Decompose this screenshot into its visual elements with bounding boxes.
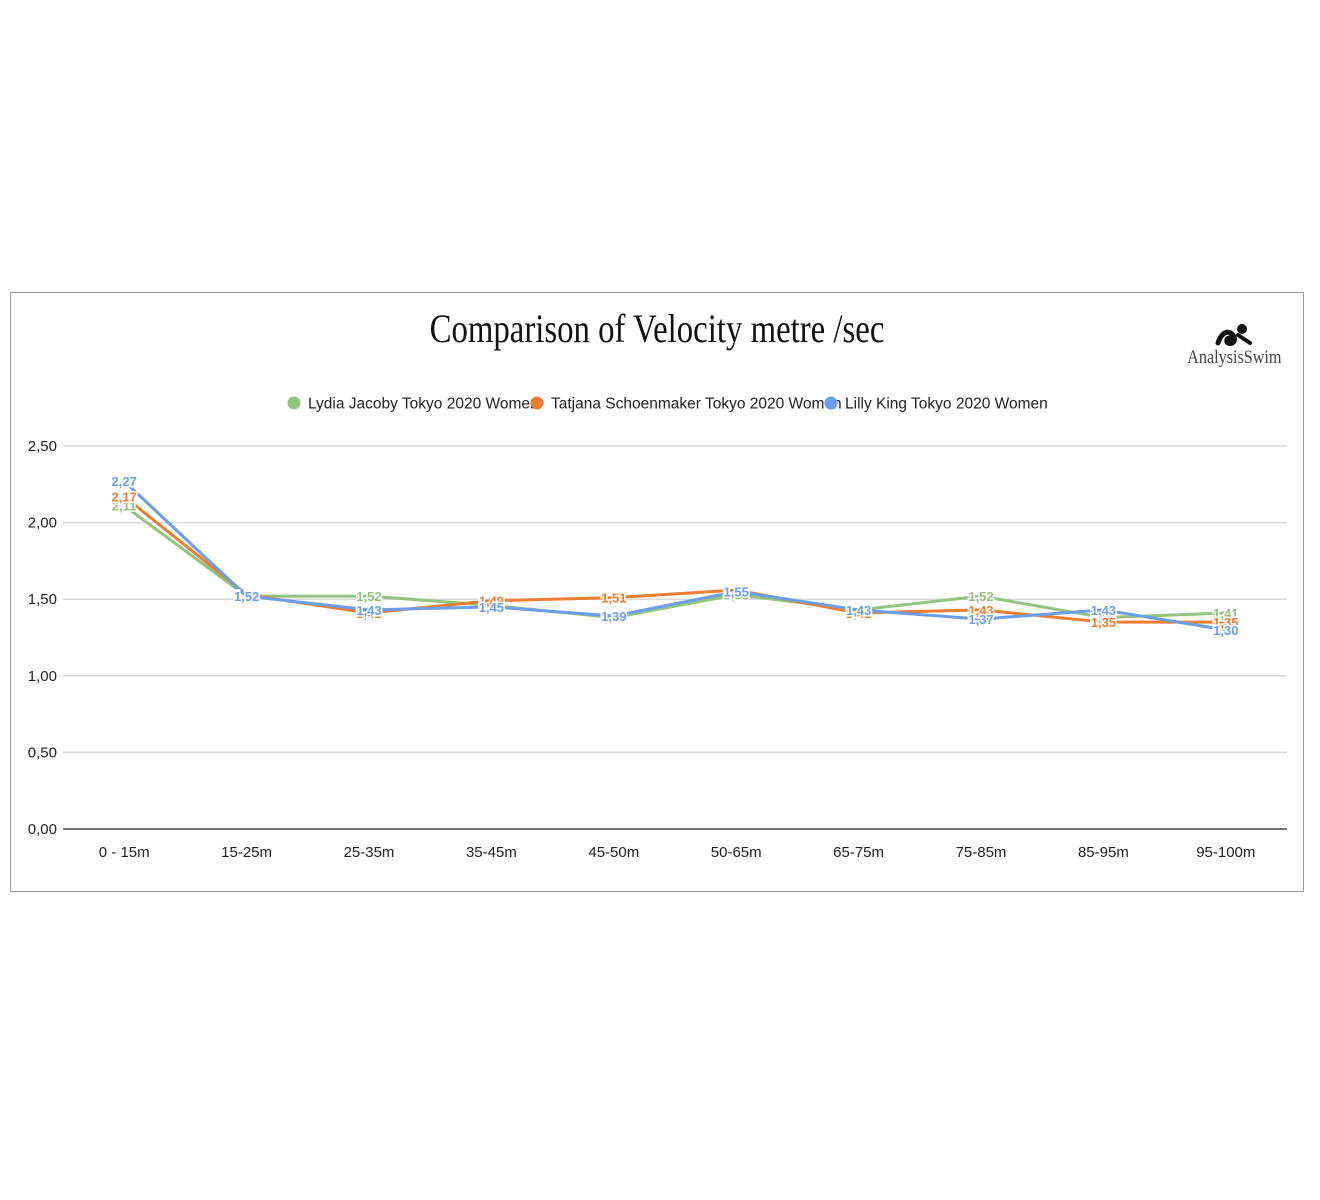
x-tick-label: 75-85m bbox=[956, 844, 1007, 861]
x-tick-label: 15-25m bbox=[221, 844, 272, 861]
series-line bbox=[122, 479, 1228, 632]
data-label: 1,35 bbox=[1213, 615, 1238, 630]
brand-logo: AnalysisSwim bbox=[1179, 321, 1289, 369]
y-tick-label: 1,50 bbox=[28, 591, 57, 608]
y-tick-label: 0,50 bbox=[28, 744, 57, 761]
data-label: 1,39 bbox=[601, 609, 626, 624]
data-label: 1,52 bbox=[234, 589, 259, 604]
x-tick-label: 95-100m bbox=[1196, 844, 1255, 861]
data-label: 1,51 bbox=[601, 591, 626, 606]
legend-entry: Lilly King Tokyo 2020 Women bbox=[845, 396, 1048, 413]
data-label: 1,53 bbox=[234, 588, 259, 603]
x-tick-label: 35-45m bbox=[466, 844, 517, 861]
chart-title: Comparison of Velocity metre /sec bbox=[429, 306, 885, 351]
data-label: 1,43 bbox=[1091, 603, 1116, 618]
x-tick-label: 65-75m bbox=[833, 844, 884, 861]
x-tick-label: 85-95m bbox=[1078, 844, 1129, 861]
data-label: 1,46 bbox=[479, 598, 504, 613]
y-tick-label: 1,00 bbox=[28, 668, 57, 685]
series-line bbox=[122, 504, 1228, 620]
data-label: 1,43 bbox=[846, 603, 871, 618]
data-label: 1,43 bbox=[968, 603, 993, 618]
legend-marker bbox=[530, 396, 544, 410]
data-label: 1,35 bbox=[1091, 615, 1116, 630]
data-label: 1,52 bbox=[968, 589, 993, 604]
data-label: 1,52 bbox=[356, 589, 381, 604]
data-label: 1,53 bbox=[724, 588, 749, 603]
data-label: 1,41 bbox=[356, 606, 381, 621]
y-tick-label: 2,50 bbox=[28, 438, 57, 455]
data-label: 1,38 bbox=[1091, 611, 1116, 626]
data-label: 1,38 bbox=[601, 611, 626, 626]
data-label: 2,11 bbox=[112, 499, 137, 514]
data-label: 1,30 bbox=[1213, 623, 1238, 638]
data-label: 1,49 bbox=[479, 594, 504, 609]
legend-marker bbox=[287, 396, 301, 410]
data-label: 1,55 bbox=[724, 585, 749, 600]
x-tick-label: 0 - 15m bbox=[99, 844, 150, 861]
data-label: 1,41 bbox=[1213, 606, 1238, 621]
data-label: 1,43 bbox=[356, 603, 381, 618]
data-label: 1,56 bbox=[724, 583, 749, 598]
legend-entry: Tatjana Schoenmaker Tokyo 2020 Women bbox=[551, 396, 842, 413]
x-tick-label: 45-50m bbox=[588, 844, 639, 861]
brand-name: AnalysisSwim bbox=[1187, 347, 1282, 368]
x-tick-label: 25-35m bbox=[344, 844, 395, 861]
data-label: 1,43 bbox=[846, 603, 871, 618]
data-label: 1,37 bbox=[968, 612, 993, 627]
data-label: 2,17 bbox=[112, 490, 137, 505]
chart-container: Comparison of Velocity metre /sec Analys… bbox=[10, 292, 1304, 892]
line-chart: 0,00 0,50 1,00 1,50 2,00 2,50 0 - 15m 15-25m 25-… bbox=[28, 396, 1287, 861]
legend-entry: Lydia Jacoby Tokyo 2020 Women bbox=[308, 396, 539, 413]
y-tick-label: 2,00 bbox=[28, 515, 57, 532]
x-tick-label: 50-65m bbox=[711, 844, 762, 861]
data-label: 1,41 bbox=[846, 606, 871, 621]
data-label: 1,45 bbox=[479, 600, 504, 615]
legend-marker bbox=[824, 396, 838, 410]
y-tick-label: 0,00 bbox=[28, 821, 57, 838]
data-label: 2,27 bbox=[112, 474, 137, 489]
swimmer-icon bbox=[1215, 324, 1252, 346]
data-label: 1,52 bbox=[234, 589, 259, 604]
